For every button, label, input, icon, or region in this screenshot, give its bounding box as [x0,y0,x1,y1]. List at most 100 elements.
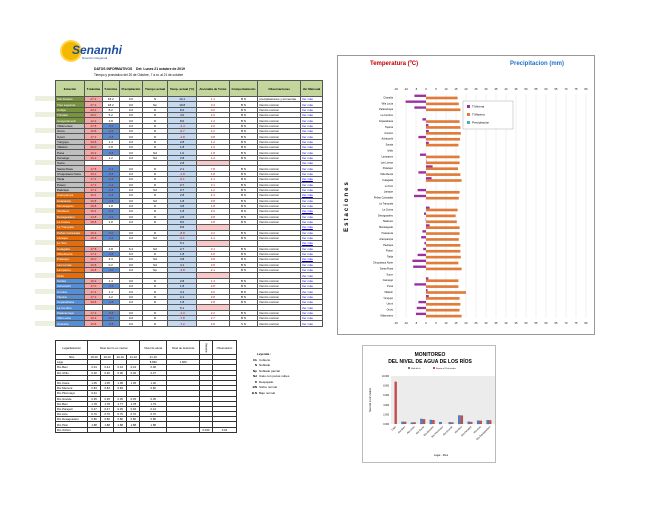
row-shade [35,288,55,294]
x-tick-bottom: 60 [545,321,548,325]
tmin-bar [423,247,426,251]
monthly-link[interactable]: Ver más [299,133,324,140]
tmin-bar [424,241,426,245]
legend-swatch [408,367,410,369]
station-label: Yunguyo [383,297,393,300]
x-tick: Río Mamoré [423,425,435,437]
station-label: Tiquina [385,126,394,129]
row-shade [35,176,55,182]
x-tick-top: -10 [404,87,408,91]
table-row: Peñas Coloradas 16.4 -6.0 0.0 D -8.8 3.2 B N Den… [55,229,324,236]
monthly-link[interactable]: Ver más [299,261,324,269]
river-bar [422,419,426,424]
monthly-link[interactable]: Ver más [299,320,324,327]
legend-item: BN Sobre normal [245,385,289,391]
y-tick: 10.000 [382,376,390,378]
x-tick-bottom: 70 [565,321,568,325]
x-axis-label: Lugar - Ríos [434,453,449,457]
tmax-bar [426,314,462,318]
river-value [113,426,128,433]
row-shade [35,112,55,118]
monthly-link[interactable]: Ver más [299,288,324,295]
x-tick-bottom: -5 [415,321,418,325]
monthly-link[interactable]: Ver más [299,101,324,108]
anomaly-cell: 4.8 [196,320,230,327]
station-label: Lampazos [381,155,393,158]
monthly-link[interactable]: Ver más [299,304,324,311]
station-label: Copacabana [379,120,394,123]
table-row: Yunguyo 16.8 1.4 0.0 D 2.8 1.2 B N Dentro normal… [55,138,324,146]
row-shade [35,240,55,246]
station-label: Chuquisaca Norte [373,261,394,264]
x-tick-bottom: 30 [485,321,488,325]
y-tick: 4.000 [383,405,389,407]
legend-desc: Despejado [259,379,274,384]
tmin-bar [421,236,426,239]
report-title: DATOS INFORMATIVOS Del: Lunes 21 octubre… [94,67,185,71]
station-label: Las Lomas [381,161,394,164]
legend-code: N [254,363,257,367]
station-label: Sorata [386,144,394,147]
plot-area [391,376,495,424]
station-label: Oruro [387,309,394,312]
senamhi-logo: Senamhi Dirección Regional [62,42,122,64]
monthly-link[interactable]: Ver más [299,149,324,156]
weather-cell: D [142,320,168,327]
column-header: Comportamiento [228,80,259,97]
legend-item: Nd Cielo con pocas nubes [245,374,289,380]
tmax-bar [426,249,461,253]
x-tick-top: 5 [435,87,437,91]
tmax-bar [426,244,461,247]
monthly-link[interactable]: Ver más [299,229,324,236]
tmax-bar [426,279,459,283]
x-tick-bottom: 80 [585,321,588,325]
tmax-bar [426,261,459,265]
x-tick-bottom: 35 [495,321,498,325]
monthly-link[interactable]: Ver más [299,245,324,253]
column-header: Tiempo actual [142,80,168,97]
row-shade [35,144,55,150]
row-shade [35,208,55,214]
station-label: Tarabuco [383,220,394,223]
monthly-link[interactable]: Ver más [299,165,324,172]
tmax-bar [426,214,456,218]
x-tick: Río Acre [473,425,482,434]
station-label: Pulacayo [383,167,394,170]
y-axis-label: Nivel del río en metros [369,387,372,412]
legend-entry: T.Mínima [472,105,485,109]
tmax-bar [426,137,460,141]
observation-cell: Dentro normal [257,320,301,327]
river-name: Río Orthon [54,426,89,433]
legend-code: B.N [251,390,257,395]
station-label: Tarija [387,256,394,259]
monthly-link[interactable]: Ver más [299,277,324,285]
station-label: Arampampa [379,238,393,241]
tmin-bar [426,124,429,127]
station-label: La Tranquita [379,203,394,206]
station-label: Patacamaya [379,108,394,111]
legend-desc: Cubierto [259,357,271,362]
monthly-link[interactable]: Ver más [299,106,324,114]
x-tick-bottom: 40 [505,321,508,325]
tmax-bar [426,155,460,159]
x-tick-top: 60 [545,87,548,91]
station-label: Charaña [383,96,393,99]
monthly-link[interactable]: Ver más [299,197,324,204]
x-tick-top: 65 [555,87,558,91]
tmax-bar [426,102,459,106]
monthly-link[interactable]: Ver más [299,117,324,124]
column-header: T.máxima [83,80,103,97]
tmin-bar [414,194,426,198]
x-tick-top: 10 [445,87,448,91]
legend-box: Leyenda : Cb Cubierto N Nublado Np Nublado par… [245,352,290,396]
column-header: Estación [55,80,85,97]
monthly-link[interactable]: Ver más [299,272,324,279]
column-header: T.mínima [101,80,120,97]
monthly-link[interactable]: Ver más [299,181,324,188]
x-tick-top: 70 [565,87,568,91]
station-label: Uyuni [387,303,394,306]
tmin-bar [414,106,426,109]
monthly-link[interactable]: Ver más [299,213,324,220]
x-tick-top: 45 [515,87,518,91]
tmin-bar [418,300,426,304]
